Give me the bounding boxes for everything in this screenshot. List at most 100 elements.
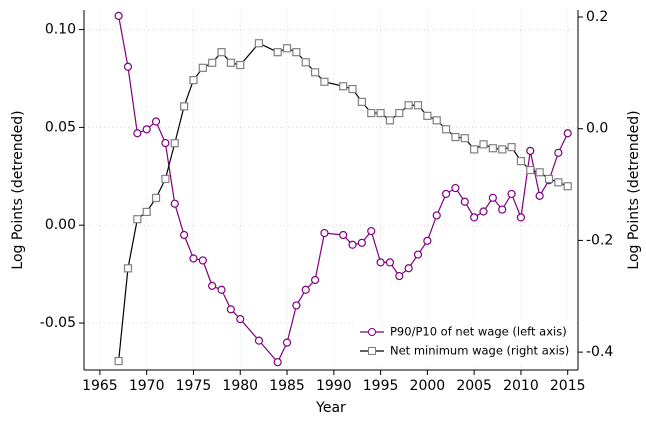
marker [563,182,572,191]
y2-tick-label: -0.2 [586,232,613,248]
marker [404,101,413,110]
marker [395,108,404,118]
marker [554,148,563,157]
marker [357,238,366,247]
marker [357,97,366,106]
marker [535,168,544,177]
marker [516,156,526,166]
marker [488,193,497,202]
y-tick-label: 0.10 [45,22,76,38]
marker [498,145,507,154]
marker [236,315,245,324]
y2-tick-label: 0.2 [586,9,608,25]
marker [142,207,151,217]
marker [226,305,235,314]
marker [151,193,161,203]
marker [385,116,395,125]
marker [479,207,488,216]
marker [507,189,516,199]
y-axis-label: Log Points (detrended) [10,110,26,269]
marker [226,58,235,67]
marker [133,129,142,138]
x-tick-label: 2000 [410,378,446,394]
marker [413,101,423,110]
marker [114,356,123,366]
marker [451,183,460,193]
marker [198,256,207,265]
x-tick-label: 1975 [176,378,212,394]
marker [544,174,554,184]
marker [292,301,301,310]
legend-label: P90/P10 of net wage (left axis) [390,325,567,339]
marker [339,230,348,240]
marker [189,76,198,85]
marker [320,77,329,86]
marker [498,205,507,214]
marker [526,165,535,175]
marker [404,264,413,273]
marker [460,134,469,143]
legend-box [354,320,576,364]
x-tick-label: 1995 [363,378,399,394]
x-tick-label: 1970 [129,378,165,394]
marker [301,285,310,294]
marker [470,213,479,222]
marker [385,258,395,267]
legend-label: Net minimum wage (right axis) [390,344,569,358]
marker [282,44,292,53]
marker [470,145,479,154]
marker [217,48,226,57]
marker [142,125,151,134]
marker [282,338,292,347]
marker [563,129,572,138]
marker [432,116,441,125]
x-axis-label: Year [315,400,346,416]
legend-marker [368,347,376,355]
series-line [118,42,568,362]
marker [310,68,320,77]
marker [114,11,123,20]
marker [320,228,329,238]
marker [208,58,217,67]
x-tick-label: 1990 [316,378,352,394]
series-line [118,15,569,364]
x-tick-label: 2005 [456,378,492,394]
y2-tick-label: 0.0 [586,121,608,137]
marker [395,271,404,281]
marker [367,108,376,118]
x-tick-label: 1985 [269,378,305,394]
marker [413,250,423,259]
marker [292,48,301,57]
marker [535,191,544,200]
marker [451,132,460,142]
x-tick-label: 1980 [222,378,258,394]
marker [170,139,179,148]
marker [423,111,432,120]
marker [376,258,385,267]
marker [488,144,497,153]
marker [198,63,207,72]
marker [460,197,469,206]
marker [339,82,348,91]
y-tick-label: -0.05 [40,315,76,331]
marker [554,178,563,187]
marker [170,199,179,208]
y-tick-label: 0.05 [45,119,76,135]
marker [189,254,198,263]
marker [217,285,226,294]
marker [441,189,451,199]
marker [254,39,264,48]
marker [348,84,357,94]
y2-axis-label: Log Points (detrended) [626,110,642,269]
marker [236,60,245,70]
marker [123,62,133,71]
marker [479,140,488,149]
marker [507,143,516,152]
marker [526,146,535,155]
marker [133,215,142,224]
marker [301,58,310,67]
marker [180,230,189,240]
y-tick-label: 0.00 [45,217,76,233]
